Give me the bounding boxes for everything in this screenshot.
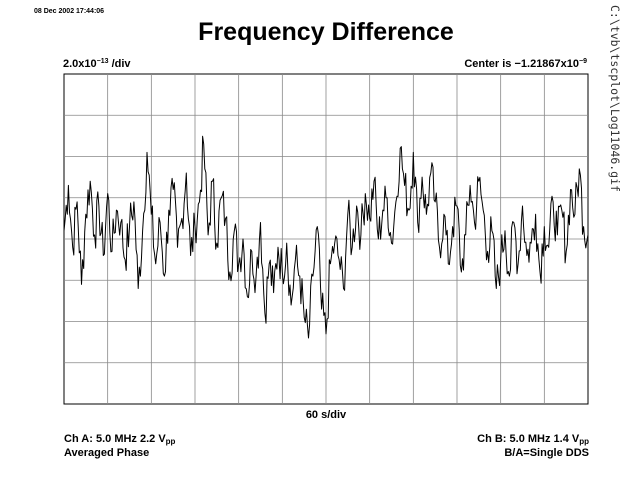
channel-b-vpp: pp [579,437,589,446]
vertical-scale-unit: /div [108,58,131,70]
timestamp: 08 Dec 2002 17:44:06 [34,8,105,15]
channel-b-info: Ch B: 5.0 MHz 1.4 Vpp [477,433,589,446]
vertical-scale-exponent: −13 [96,58,109,65]
chart-title: Frequency Difference [198,18,454,46]
channel-a-info: Ch A: 5.0 MHz 2.2 Vpp [64,433,175,446]
time-scale-label: 60 s/div [305,409,347,421]
vertical-scale-mantissa: 2.0x10 [63,58,97,70]
center-value-exponent: −9 [579,58,587,65]
center-value-prefix: Center is −1.21867x10 [464,58,580,70]
center-value-label: Center is −1.21867x10−9 [464,58,587,70]
vertical-scale-label: 2.0x10−13 /div [63,58,131,70]
channel-b-text: Ch B: 5.0 MHz 1.4 V [477,433,580,445]
plot-grid [64,74,588,404]
channel-b-mode: B/A=Single DDS [504,447,589,459]
frequency-trace [63,135,589,339]
channel-a-vpp: pp [165,437,176,446]
channel-a-mode: Averaged Phase [64,447,150,459]
channel-a-text: Ch A: 5.0 MHz 2.2 V [64,433,166,445]
